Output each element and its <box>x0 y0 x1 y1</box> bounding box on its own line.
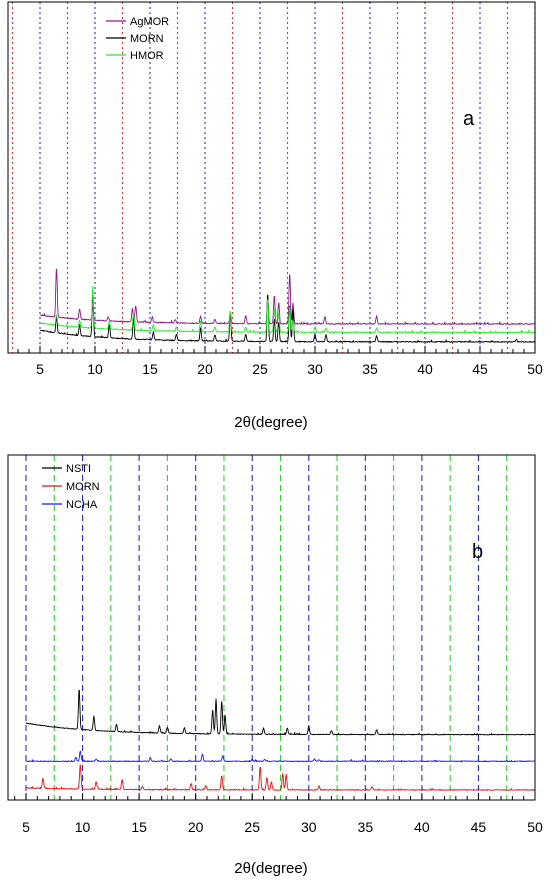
x-tick-label: 25 <box>244 819 260 835</box>
x-tick-label: 10 <box>87 361 103 377</box>
panel-b-label: b <box>472 541 483 563</box>
x-tick-label: 40 <box>414 819 430 835</box>
series-line-agmor <box>39 268 536 325</box>
x-tick-label: 10 <box>75 819 91 835</box>
x-tick-label: 35 <box>358 819 374 835</box>
x-tick-label: 5 <box>36 361 44 377</box>
x-tick-label: 40 <box>417 361 433 377</box>
panel-b: 5 10 15 20 25 30 35 40 45 50 2θ(degree) b NSTI MO… <box>7 454 543 877</box>
panel-a: 5 10 15 20 25 30 35 40 45 50 2θ(degree) a AgMOR M… <box>7 1 543 431</box>
x-tick-label: 30 <box>301 819 317 835</box>
x-tick-label: 35 <box>362 361 378 377</box>
x-tick-label: 15 <box>131 819 147 835</box>
x-tick-label: 20 <box>188 819 204 835</box>
series-line-morn <box>25 764 536 791</box>
panel-a-legend: AgMOR MORN HMOR <box>106 16 169 62</box>
legend-label-nsti: NSTI <box>66 463 91 475</box>
series-line-nsti <box>25 689 536 736</box>
panel-b-frame <box>7 454 536 801</box>
x-tick-label: 30 <box>307 361 323 377</box>
series-line-ncha <box>25 750 535 763</box>
x-tick-label: 50 <box>527 819 543 835</box>
x-tick-label: 5 <box>22 819 30 835</box>
panel-b-x-axis-title: 2θ(degree) <box>234 860 307 877</box>
legend-label-hmor: HMOR <box>130 50 164 62</box>
panel-a-x-axis-title: 2θ(degree) <box>234 414 307 431</box>
series-line-hmor <box>39 285 536 334</box>
panel-a-frame <box>7 1 536 354</box>
x-tick-label: 25 <box>252 361 268 377</box>
x-tick-label: 15 <box>142 361 158 377</box>
x-tick-label: 45 <box>472 361 488 377</box>
x-tick-label: 20 <box>197 361 213 377</box>
legend-label-morn: MORN <box>130 33 164 45</box>
x-tick-label: 45 <box>471 819 487 835</box>
legend-label-ncha: NCHA <box>66 499 98 511</box>
series-line-morn <box>39 289 536 343</box>
legend-label-morn: MORN <box>66 481 100 493</box>
panel-a-label: a <box>463 108 475 130</box>
legend-label-agmor: AgMOR <box>130 16 169 28</box>
x-tick-label: 50 <box>527 361 543 377</box>
panel-b-legend: NSTI MORN NCHA <box>42 463 100 511</box>
